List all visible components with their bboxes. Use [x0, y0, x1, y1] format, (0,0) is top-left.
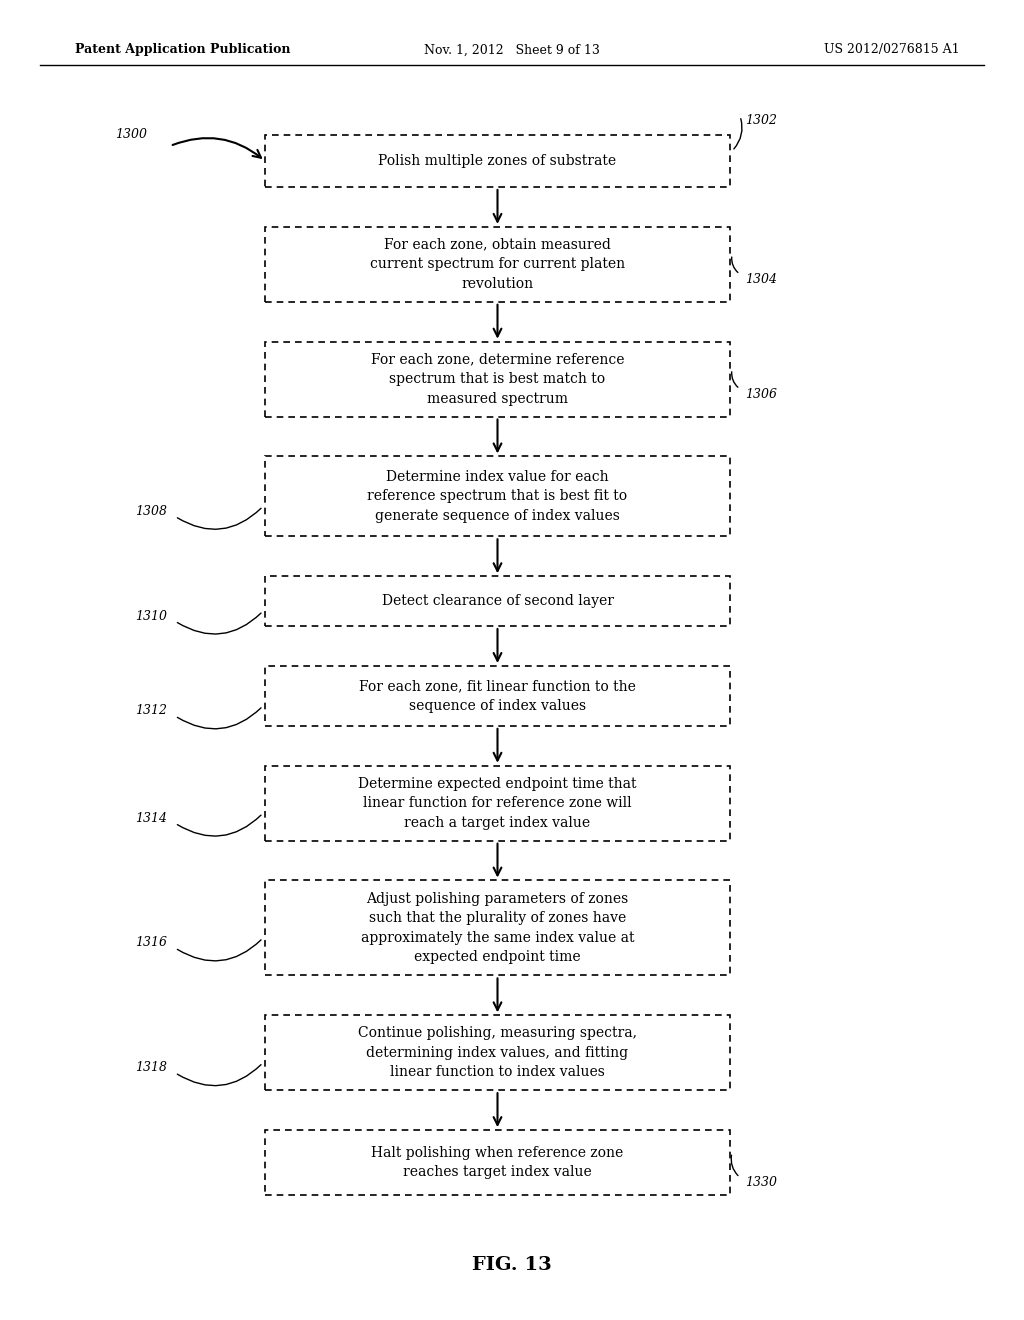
Bar — [265, 576, 730, 626]
Text: For each zone, determine reference
spectrum that is best match to
measured spect: For each zone, determine reference spect… — [371, 352, 625, 405]
Text: Determine expected endpoint time that
linear function for reference zone will
re: Determine expected endpoint time that li… — [358, 776, 637, 830]
Bar — [265, 457, 730, 536]
Text: Halt polishing when reference zone
reaches target index value: Halt polishing when reference zone reach… — [372, 1146, 624, 1179]
Bar — [265, 135, 730, 187]
Text: For each zone, fit linear function to the
sequence of index values: For each zone, fit linear function to th… — [359, 678, 636, 713]
Bar — [265, 1130, 730, 1195]
Text: 1312: 1312 — [135, 705, 167, 717]
Text: 1330: 1330 — [745, 1176, 777, 1189]
Bar — [265, 665, 730, 726]
Bar — [265, 766, 730, 841]
Text: 1304: 1304 — [745, 273, 777, 285]
Text: 1306: 1306 — [745, 388, 777, 400]
Text: Adjust polishing parameters of zones
such that the plurality of zones have
appro: Adjust polishing parameters of zones suc… — [360, 892, 634, 964]
Text: 1302: 1302 — [745, 115, 777, 128]
Text: For each zone, obtain measured
current spectrum for current platen
revolution: For each zone, obtain measured current s… — [370, 238, 625, 290]
Text: 1316: 1316 — [135, 936, 167, 949]
Text: Patent Application Publication: Patent Application Publication — [75, 44, 291, 57]
Text: 1300: 1300 — [115, 128, 147, 141]
Bar — [265, 227, 730, 302]
Text: Polish multiple zones of substrate: Polish multiple zones of substrate — [379, 154, 616, 168]
Text: 1318: 1318 — [135, 1061, 167, 1074]
Text: Detect clearance of second layer: Detect clearance of second layer — [382, 594, 613, 609]
Text: 1314: 1314 — [135, 812, 167, 825]
Bar — [265, 880, 730, 975]
Text: 1310: 1310 — [135, 610, 167, 623]
Bar — [265, 342, 730, 417]
Text: US 2012/0276815 A1: US 2012/0276815 A1 — [824, 44, 961, 57]
Text: Determine index value for each
reference spectrum that is best fit to
generate s: Determine index value for each reference… — [368, 470, 628, 523]
Text: Continue polishing, measuring spectra,
determining index values, and fitting
lin: Continue polishing, measuring spectra, d… — [358, 1026, 637, 1080]
Text: FIG. 13: FIG. 13 — [472, 1257, 552, 1274]
Text: 1308: 1308 — [135, 504, 167, 517]
Text: Nov. 1, 2012   Sheet 9 of 13: Nov. 1, 2012 Sheet 9 of 13 — [424, 44, 600, 57]
Bar — [265, 1015, 730, 1090]
